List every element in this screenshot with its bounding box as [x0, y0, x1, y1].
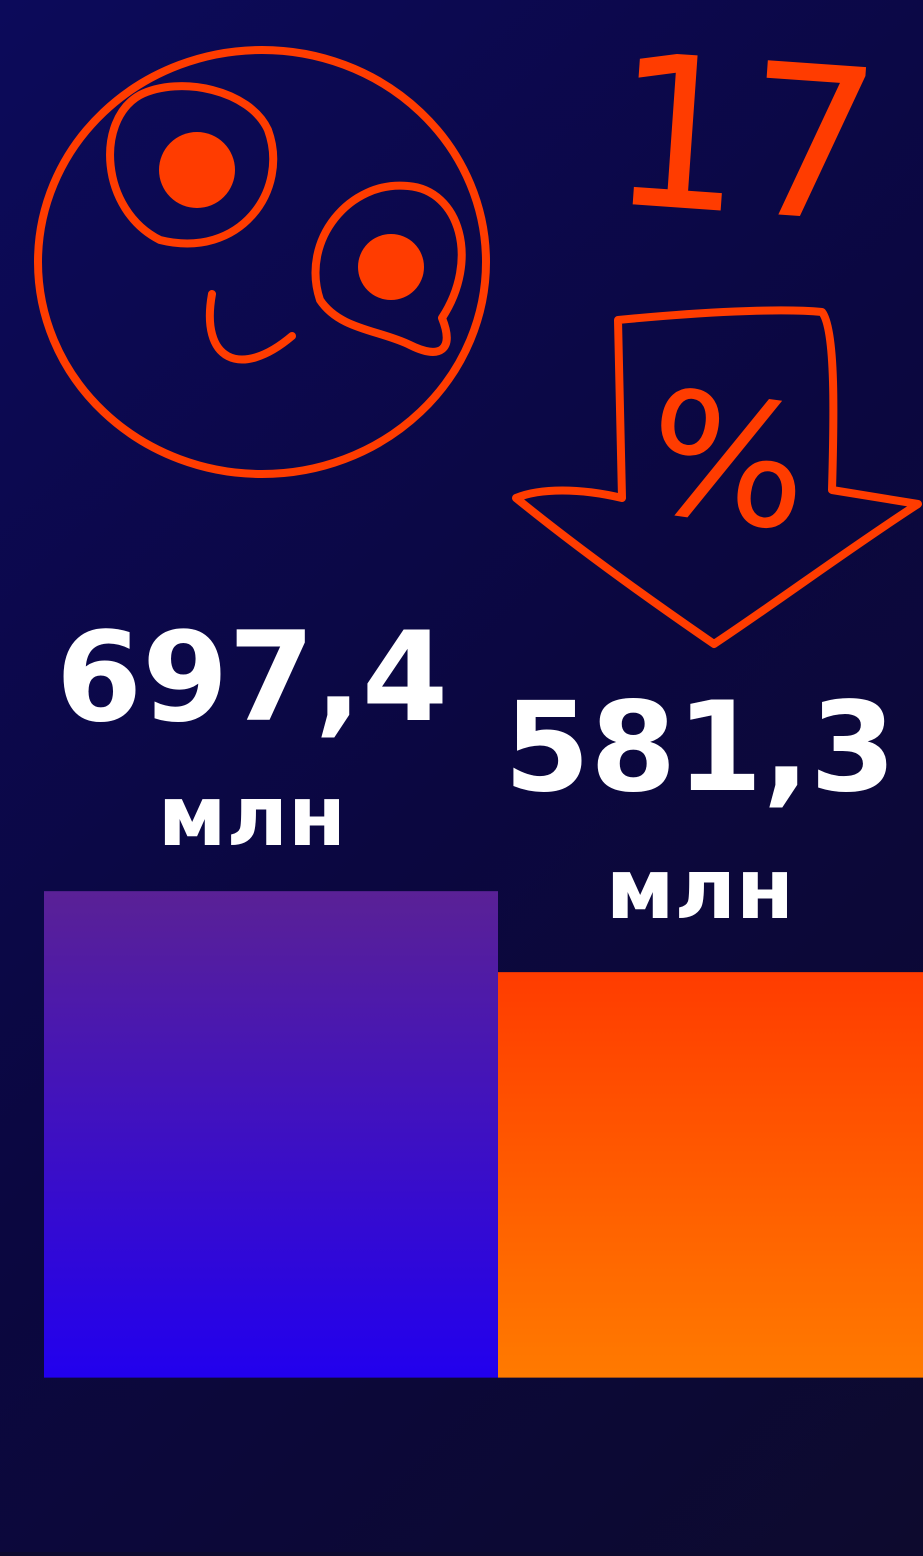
unit-label: млн — [606, 840, 794, 938]
arrow-doodle — [512, 306, 922, 648]
bar — [44, 891, 498, 1378]
arrow-outline — [512, 306, 922, 648]
annotation: 17 — [603, 8, 887, 271]
pupil-right — [358, 234, 424, 300]
face-outline — [34, 46, 490, 478]
eye-right — [311, 181, 466, 356]
face-doodle — [34, 46, 490, 478]
bottom-strip — [0, 1552, 923, 1556]
value-label: 697,4 — [56, 606, 448, 750]
value-label: 581,3 — [504, 676, 896, 820]
annotation: % — [634, 353, 822, 572]
unit-label: млн — [158, 767, 346, 865]
mouth — [205, 290, 296, 364]
bar — [498, 972, 923, 1378]
pupil-left — [159, 132, 235, 208]
eye-left — [106, 82, 278, 248]
